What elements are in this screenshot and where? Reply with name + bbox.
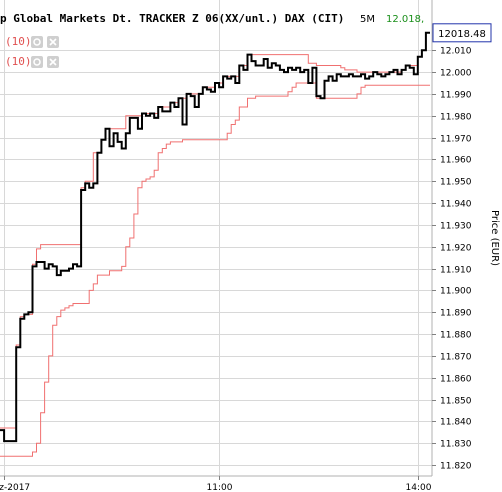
y-axis: 12.010 12.000 11.990 11.980 11.970 11.960 11.9… [432, 47, 472, 472]
bands [0, 32, 430, 457]
grid [0, 0, 432, 476]
last-value-label: 12.018, [386, 14, 424, 25]
y-tick-label: 11.880 [440, 331, 472, 341]
x-tick-label: 11:00 [207, 483, 233, 492]
indicator-legend-1: (10) [5, 35, 59, 48]
x-tick-label: 1-Mrz-2017 [0, 483, 30, 492]
gear-icon[interactable] [31, 36, 43, 48]
indicator-label: (10) [5, 55, 32, 68]
y-tick-label: 11.960 [440, 156, 472, 166]
y-tick-label: 11.820 [440, 462, 472, 472]
price-line [0, 31, 430, 443]
y-tick-label: 11.940 [440, 200, 472, 210]
y-tick-label: 11.890 [440, 309, 472, 319]
y-tick-label: 11.980 [440, 113, 472, 123]
current-price-value: 12018.48 [438, 29, 486, 40]
x-tick-label: 14:00 [406, 483, 432, 492]
y-tick-label: 11.850 [440, 397, 472, 407]
chart-title: p Global Markets Dt. TRACKER Z 06(XX/unl… [0, 12, 344, 25]
indicator-legend-2: (10) [5, 55, 59, 68]
y-tick-label: 11.930 [440, 222, 472, 232]
close-icon[interactable] [47, 36, 59, 48]
y-tick-label: 11.920 [440, 244, 472, 254]
y-axis-label: Price (EUR) [489, 210, 500, 266]
y-tick-label: 11.830 [440, 440, 472, 450]
current-price-marker: 12018.48 [432, 23, 492, 43]
y-tick-label: 11.910 [440, 266, 472, 276]
indicator-label: (10) [5, 35, 32, 48]
y-tick-label: 11.900 [440, 287, 472, 297]
y-tick-label: 11.950 [440, 178, 472, 188]
y-tick-label: 12.000 [440, 69, 472, 79]
y-tick-label: 11.840 [440, 418, 472, 428]
price-series [0, 31, 430, 443]
y-tick-label: 11.860 [440, 375, 472, 385]
x-axis: 1-Mrz-2017 11:00 14:00 [0, 476, 432, 492]
close-icon[interactable] [47, 56, 59, 68]
y-tick-label: 11.970 [440, 135, 472, 145]
lower-band-line [0, 82, 430, 457]
gear-icon[interactable] [31, 56, 43, 68]
y-tick-label: 11.870 [440, 353, 472, 363]
y-tick-label: 11.990 [440, 91, 472, 101]
y-tick-label: 12.010 [440, 47, 472, 57]
timeframe-label: 5M [360, 14, 375, 25]
